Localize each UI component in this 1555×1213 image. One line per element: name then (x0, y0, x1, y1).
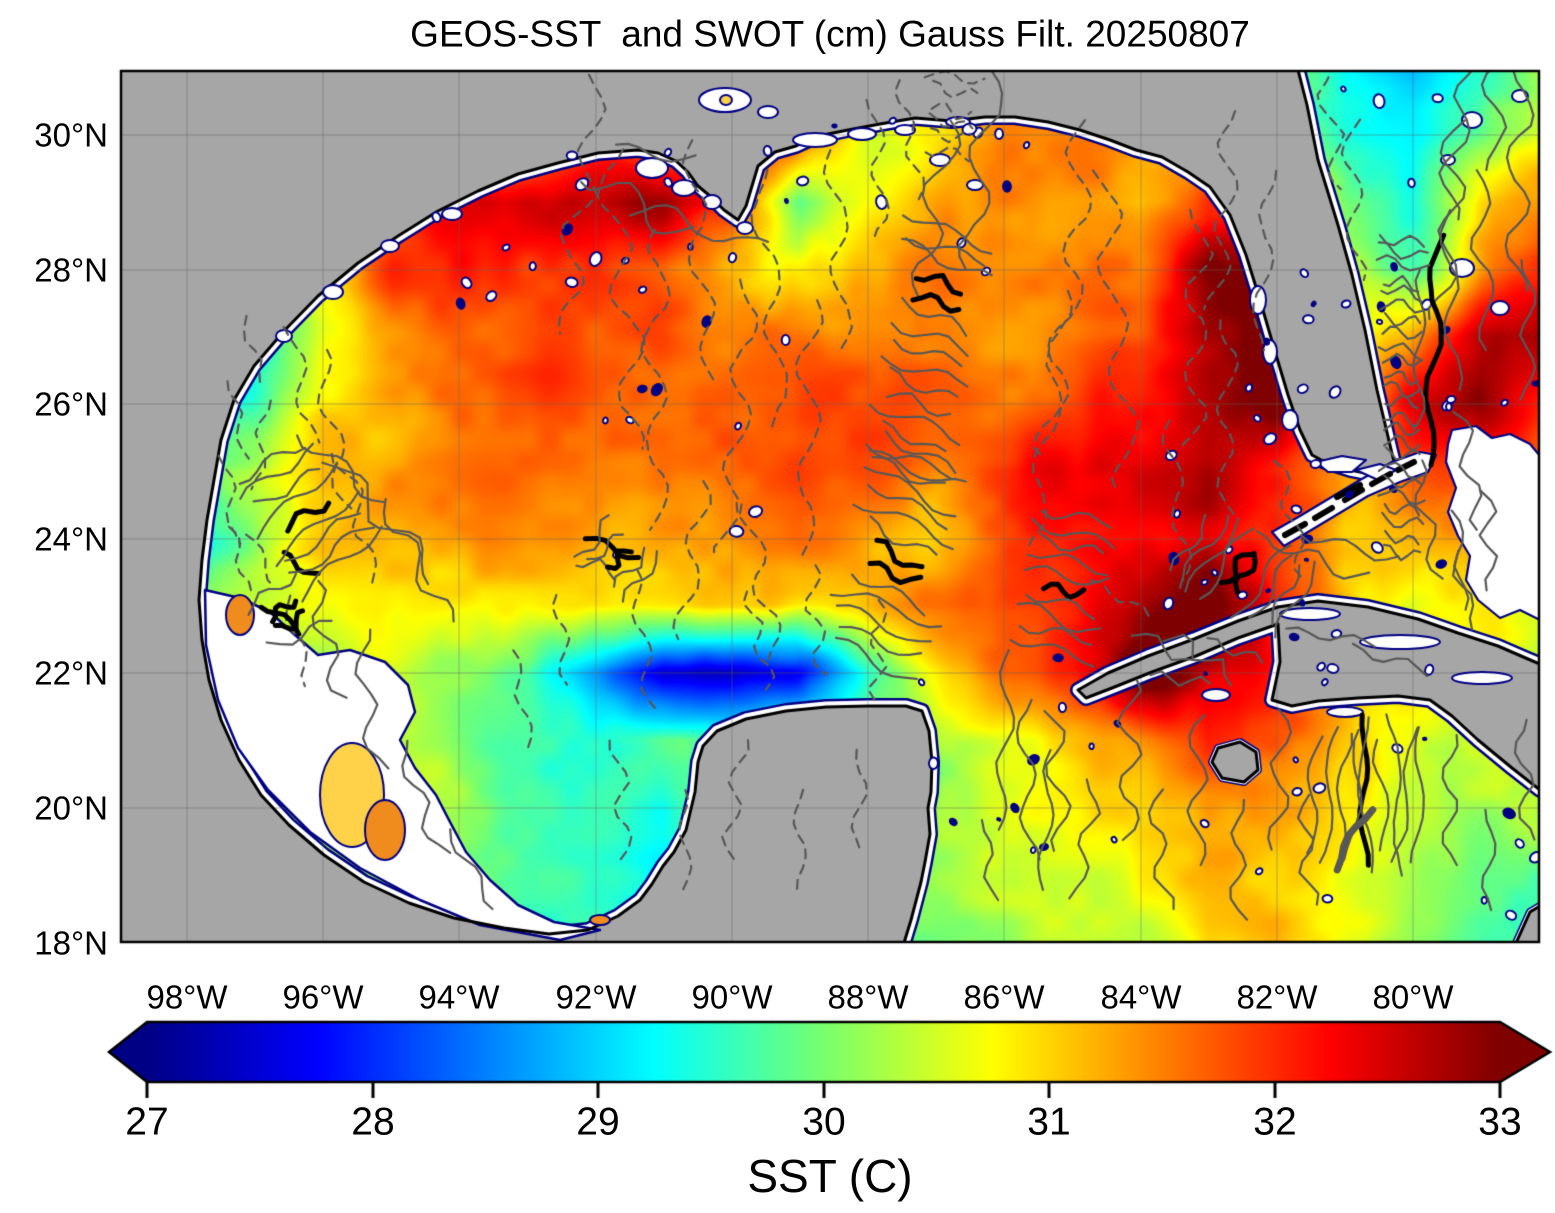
lon-tick-label-90w: 90°W (691, 978, 773, 1016)
colorbar-tick-30: 30 (802, 1100, 846, 1144)
lon-tick-label-92w: 92°W (555, 978, 637, 1016)
lat-tick-label-18n: 18°N (34, 924, 108, 962)
lon-tick-label-94w: 94°W (418, 978, 500, 1016)
lat-tick-label-28n: 28°N (34, 251, 108, 289)
lat-tick-label-26n: 26°N (34, 385, 108, 423)
lat-tick-label-20n: 20°N (34, 789, 108, 827)
lon-tick-label-98w: 98°W (146, 978, 228, 1016)
lat-tick-label-22n: 22°N (34, 654, 108, 692)
colorbar-axis-label: SST (C) (747, 1150, 913, 1202)
lon-tick-label-88w: 88°W (827, 978, 909, 1016)
colorbar-tick-28: 28 (351, 1100, 395, 1144)
lon-tick-label-82w: 82°W (1236, 978, 1318, 1016)
colorbar-tick-27: 27 (125, 1100, 169, 1144)
lat-tick-label-24n: 24°N (34, 520, 108, 558)
colorbar-tick-33: 33 (1478, 1100, 1522, 1144)
lon-tick-label-96w: 96°W (282, 978, 364, 1016)
figure-title: GEOS-SST and SWOT (cm) Gauss Filt. 20250… (410, 13, 1250, 55)
lon-tick-label-84w: 84°W (1100, 978, 1182, 1016)
colorbar-tick-31: 31 (1027, 1100, 1071, 1144)
colorbar-tick-29: 29 (576, 1100, 620, 1144)
colorbar-tick-32: 32 (1253, 1100, 1297, 1144)
lat-tick-label-30n: 30°N (34, 116, 108, 154)
lon-tick-label-80w: 80°W (1372, 978, 1454, 1016)
lon-tick-label-86w: 86°W (963, 978, 1045, 1016)
